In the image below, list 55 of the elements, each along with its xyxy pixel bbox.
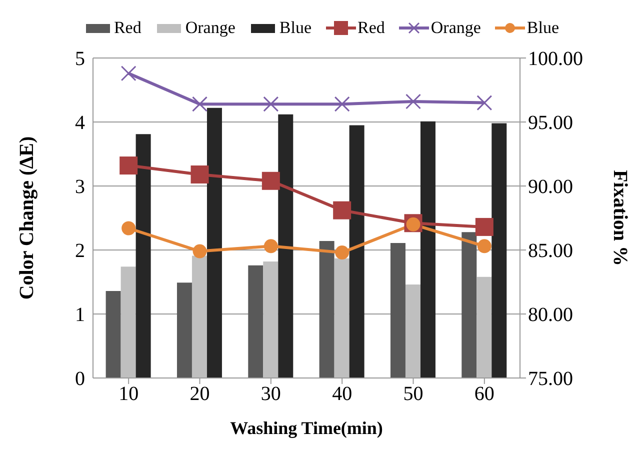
point	[264, 239, 278, 254]
bar	[263, 262, 278, 378]
legend-label: Orange	[184, 18, 236, 38]
y2-tick-label: 100.00	[528, 48, 583, 70]
bar	[334, 258, 350, 378]
point	[475, 218, 494, 236]
bar	[492, 123, 507, 378]
bar	[176, 282, 192, 378]
x-axis-title: Washing Time(min)	[230, 418, 383, 438]
x-tick-label: 50	[403, 383, 424, 406]
legend-label: Red	[356, 18, 385, 38]
legend-label: Blue	[526, 18, 560, 38]
x-tick-label: 60	[474, 383, 494, 406]
bar	[405, 284, 420, 378]
bar	[278, 114, 294, 378]
bar	[136, 134, 151, 378]
x-tick-label: 10	[118, 383, 139, 406]
x-tick-label: 20	[190, 383, 210, 406]
y-tick-label: 1	[75, 304, 85, 326]
y2-axis-title: Fixation %	[608, 170, 631, 266]
legend-label: Blue	[278, 18, 312, 38]
point	[122, 221, 136, 236]
point	[262, 172, 280, 190]
point	[190, 165, 209, 184]
bar	[106, 290, 121, 378]
bar	[462, 232, 477, 378]
bar	[390, 242, 406, 378]
y-tick-label: 4	[75, 112, 85, 134]
x-tick-label: 30	[260, 383, 281, 406]
point	[477, 239, 492, 254]
y2-tick-label: 80.00	[528, 304, 573, 326]
bar	[476, 276, 492, 378]
point	[335, 246, 350, 260]
y-axis-title: Color Change (ΔE)	[16, 136, 38, 300]
y-tick-label: 5	[75, 48, 85, 70]
point	[333, 201, 352, 220]
y2-tick-label: 85.00	[528, 240, 573, 262]
bar	[420, 121, 436, 378]
bar	[349, 125, 364, 378]
bar	[192, 256, 207, 378]
y2-tick-label: 95.00	[528, 112, 573, 134]
legend-label: Red	[112, 18, 142, 38]
bar	[319, 241, 334, 378]
legend-label: Orange	[430, 18, 481, 38]
point	[120, 156, 138, 175]
y-tick-label: 2	[75, 240, 85, 262]
y2-tick-label: 90.00	[528, 176, 573, 198]
bar	[248, 265, 264, 378]
bar	[206, 108, 222, 378]
y-tick-label: 0	[75, 368, 85, 390]
y2-tick-label: 75.00	[528, 368, 573, 390]
point	[192, 244, 207, 258]
x-tick-label: 40	[332, 383, 352, 406]
bar	[120, 266, 136, 378]
y-tick-label: 3	[75, 176, 85, 198]
